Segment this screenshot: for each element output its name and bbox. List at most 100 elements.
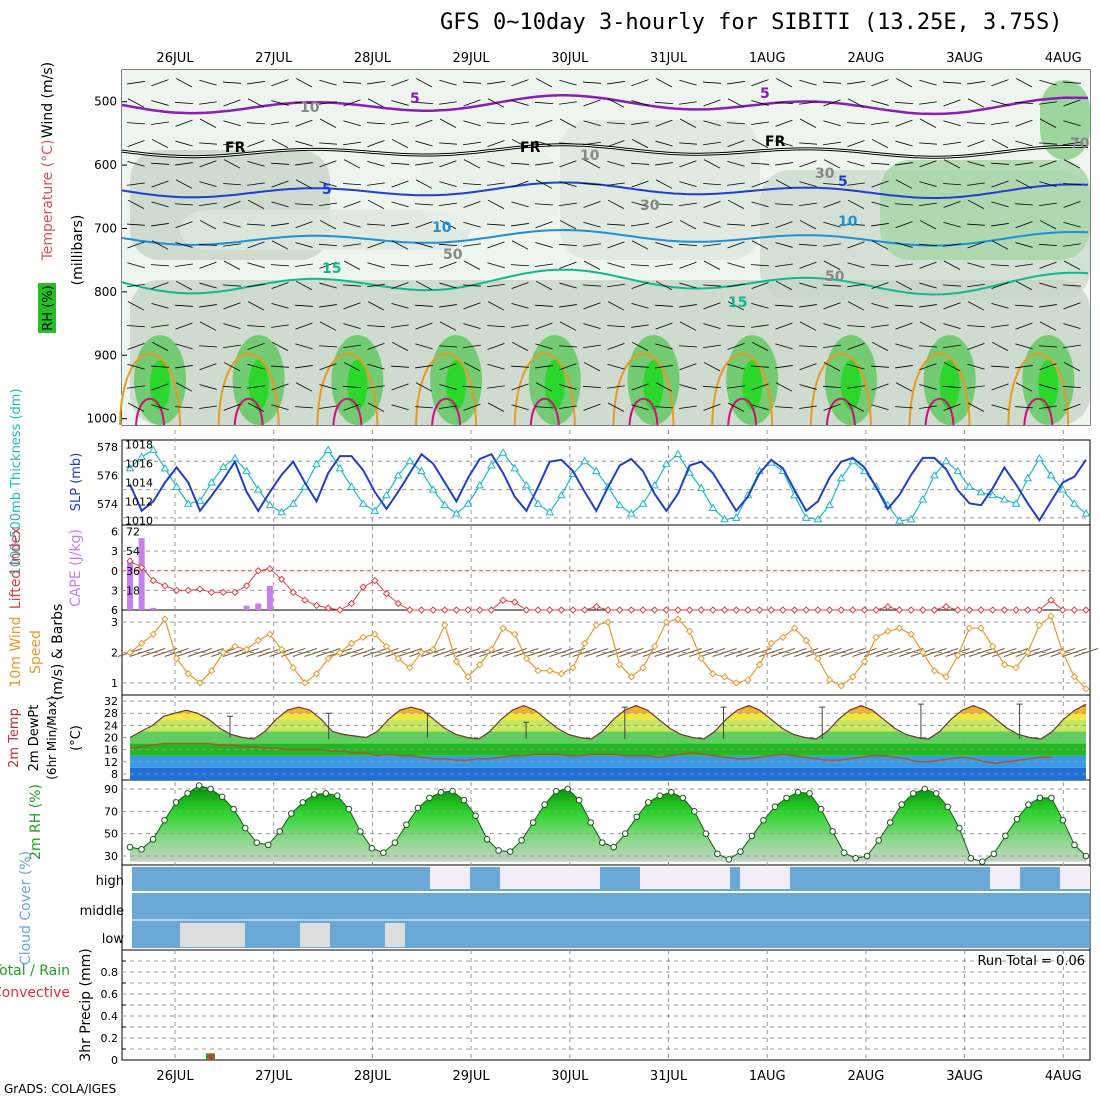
wind-barb	[679, 405, 697, 409]
lifted-index-line-point	[662, 606, 671, 614]
wind-barb	[415, 221, 433, 229]
lifted-index-line-point	[464, 606, 472, 614]
isotherm-5	[121, 181, 1089, 199]
thickness-line-point	[370, 506, 380, 514]
precip-tick: 0.8	[101, 966, 119, 979]
wind-barb	[943, 221, 961, 228]
thickness-line-point	[1034, 453, 1044, 462]
wind-speed-line-point	[324, 654, 332, 663]
wind-barb	[511, 341, 529, 351]
wind-speed-line-point	[196, 679, 204, 687]
high-cloud-clear	[640, 867, 730, 889]
rh-line-point	[483, 835, 491, 843]
wind-barb	[991, 223, 1009, 227]
wind-barb	[607, 301, 625, 311]
date-label-bottom: 28JUL	[354, 1069, 392, 1084]
wind-barb	[898, 648, 924, 657]
wind-speed-line-point	[884, 627, 892, 635]
wind-barb	[871, 201, 889, 208]
wind-barb	[991, 404, 1009, 411]
wind-barb	[583, 362, 601, 372]
wind-barb	[991, 383, 1009, 391]
wind-barb	[534, 203, 554, 206]
wind-barb	[151, 138, 169, 149]
wind-barb	[967, 81, 985, 85]
cape-tick: 54	[126, 545, 140, 558]
wind-barb	[198, 142, 218, 145]
wind-barb	[799, 304, 817, 308]
rh-line-point	[598, 839, 606, 846]
lifted-index-line-point	[685, 606, 694, 614]
precip-tick: 0.2	[101, 1032, 119, 1045]
wind-barb	[895, 242, 913, 248]
wind-barb	[367, 363, 385, 370]
cape-bar	[243, 605, 250, 610]
wind-barb	[798, 142, 818, 145]
isotherm-25	[529, 397, 560, 426]
date-label-bottom: 27JUL	[255, 1069, 293, 1084]
contour-label: 5	[410, 91, 420, 107]
rh-line-point	[817, 805, 825, 813]
wind-barb	[343, 302, 361, 310]
wind-barb	[271, 240, 289, 250]
wind-barb	[343, 200, 361, 208]
cape-bar	[266, 586, 273, 610]
wind-barb	[319, 405, 337, 409]
wind-barb	[295, 78, 313, 88]
isotherm-20	[809, 352, 872, 426]
wind-barb	[847, 81, 865, 85]
temp-axis-label: 2m Temp	[7, 708, 22, 768]
rh-line-point	[714, 850, 721, 858]
wind-barb	[174, 406, 194, 409]
rh-line-point	[1071, 841, 1078, 849]
thickness-line-point	[277, 507, 286, 516]
wind-barb	[823, 221, 841, 228]
wind-barb	[486, 325, 506, 328]
wind-barb	[126, 122, 146, 125]
thickness-line-point	[976, 487, 986, 496]
wind-barb	[127, 140, 145, 147]
wind-barb	[246, 122, 266, 125]
wind-barb	[799, 282, 817, 289]
wind-barb	[367, 342, 385, 350]
wind-barb	[486, 122, 506, 125]
wind-speed-line-point	[452, 657, 461, 666]
contour-label: 50	[825, 269, 845, 285]
wind-speed-line-point	[872, 633, 880, 642]
rh-line-point	[310, 791, 318, 798]
wind-barb	[990, 264, 1010, 267]
wind-speed-line-point	[977, 624, 985, 632]
wind-barb	[823, 323, 841, 329]
high-cloud-clear	[500, 867, 600, 889]
wind-barb	[199, 101, 217, 105]
wind-barb	[270, 264, 290, 267]
wind-barb	[390, 162, 410, 165]
slp-axis-label: SLP (mb)	[69, 453, 84, 512]
wind-speed-line-point	[907, 630, 915, 638]
wind-barb	[175, 343, 193, 350]
wind-barb	[151, 79, 169, 87]
rh-line-point	[1002, 832, 1009, 840]
thickness-line-point	[137, 452, 147, 460]
rh-line-point	[852, 854, 859, 862]
wind-barb	[1039, 101, 1057, 105]
wind-barb	[439, 202, 457, 207]
wind-speed-line-point	[511, 630, 519, 638]
wind-barb	[774, 406, 794, 409]
low-cloud-clear	[180, 923, 245, 947]
wind-barb	[751, 180, 769, 188]
wind-barb	[175, 140, 193, 147]
wind-barb	[1063, 323, 1081, 329]
lifted-index-line-point	[406, 606, 414, 614]
wind-speed-line-point	[301, 679, 309, 687]
wind-barb	[319, 181, 337, 187]
rh-line-point	[587, 819, 595, 826]
rh-line-point	[345, 805, 353, 813]
wind-barb	[247, 301, 265, 311]
wind-barb	[1062, 183, 1082, 186]
wind-barb	[150, 264, 170, 267]
wind-barb	[295, 221, 313, 229]
lifted-index-line-point	[196, 585, 204, 593]
wind-barb	[943, 362, 961, 372]
lifted-index-line-point	[254, 567, 262, 575]
